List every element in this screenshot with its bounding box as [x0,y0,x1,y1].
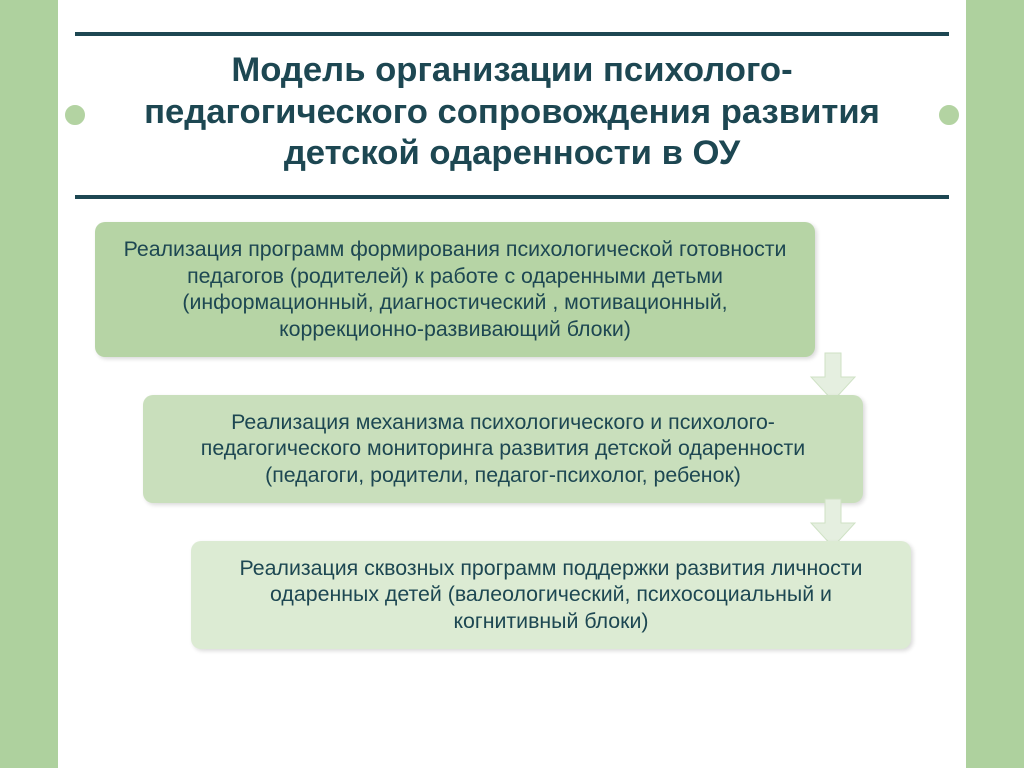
left-border [0,0,58,768]
flow-arrow [95,357,929,395]
right-border [966,0,1024,768]
title-band: Модель организации психолого-педагогичес… [75,32,949,199]
bullet-right-icon [937,103,961,127]
flow-step-text: Реализация сквозных программ поддержки р… [240,556,863,633]
flow-step-text: Реализация механизма психологического и … [201,410,805,487]
flow-arrow [95,503,929,541]
flowchart: Реализация программ формирования психоло… [95,222,929,649]
flow-step-text: Реализация программ формирования психоло… [124,237,787,341]
slide-title: Модель организации психолого-педагогичес… [75,50,949,175]
flow-step: Реализация программ формирования психоло… [95,222,815,357]
bullet-left-icon [63,103,87,127]
flow-step: Реализация сквозных программ поддержки р… [191,541,911,649]
flow-step: Реализация механизма психологического и … [143,395,863,503]
